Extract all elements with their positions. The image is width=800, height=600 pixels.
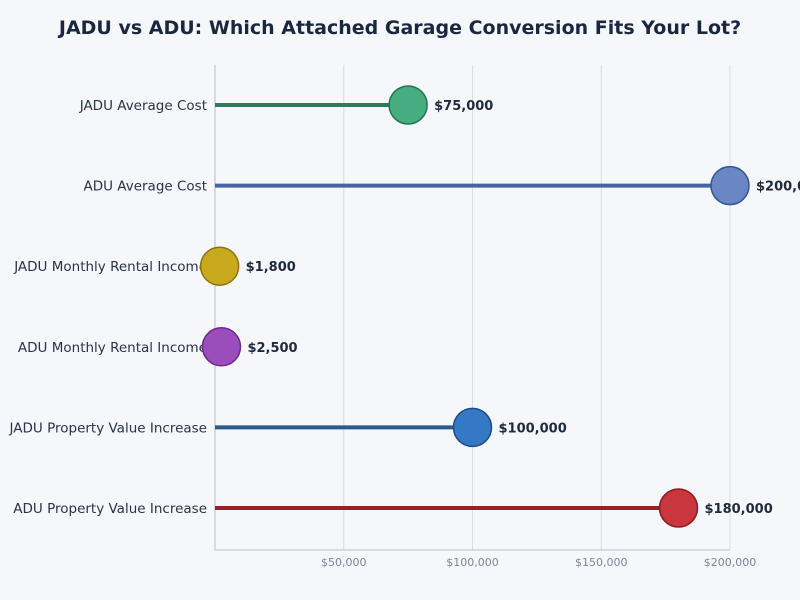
value-label: $75,000	[434, 99, 493, 114]
lollipop-marker	[388, 85, 428, 125]
value-label: $200,000	[756, 180, 800, 195]
lollipop-marker	[199, 246, 240, 286]
x-tick-label: $100,000	[446, 556, 499, 569]
marks-layer: JADU Average Cost $75,000 ADU Average Cost…	[9, 85, 800, 528]
category-label: ADU Average Cost	[83, 179, 207, 195]
value-label: $2,500	[247, 341, 297, 356]
lollipop-marker	[452, 407, 493, 448]
lollipop-marker	[658, 488, 699, 528]
chart-title: JADU vs ADU: Which Attached Garage Conve…	[57, 17, 741, 39]
value-label: $100,000	[499, 421, 567, 436]
category-label: JADU Average Cost	[79, 98, 207, 114]
category-label: ADU Monthly Rental Income	[18, 340, 207, 356]
x-tick-label: $50,000	[321, 556, 367, 569]
value-label: $180,000	[705, 502, 773, 517]
category-label: JADU Property Value Increase	[9, 420, 207, 436]
value-label: $1,800	[246, 260, 296, 275]
lollipop-marker	[710, 165, 750, 206]
category-label: JADU Monthly Rental Income	[13, 259, 207, 275]
lollipop-marker	[201, 327, 242, 367]
x-tick-label: $200,000	[704, 556, 757, 569]
x-tick-label: $150,000	[575, 556, 628, 569]
axis-layer: $50,000 $100,000 $150,000 $200,000	[214, 65, 757, 569]
grid-layer	[343, 65, 731, 550]
category-label: ADU Property Value Increase	[13, 501, 207, 517]
